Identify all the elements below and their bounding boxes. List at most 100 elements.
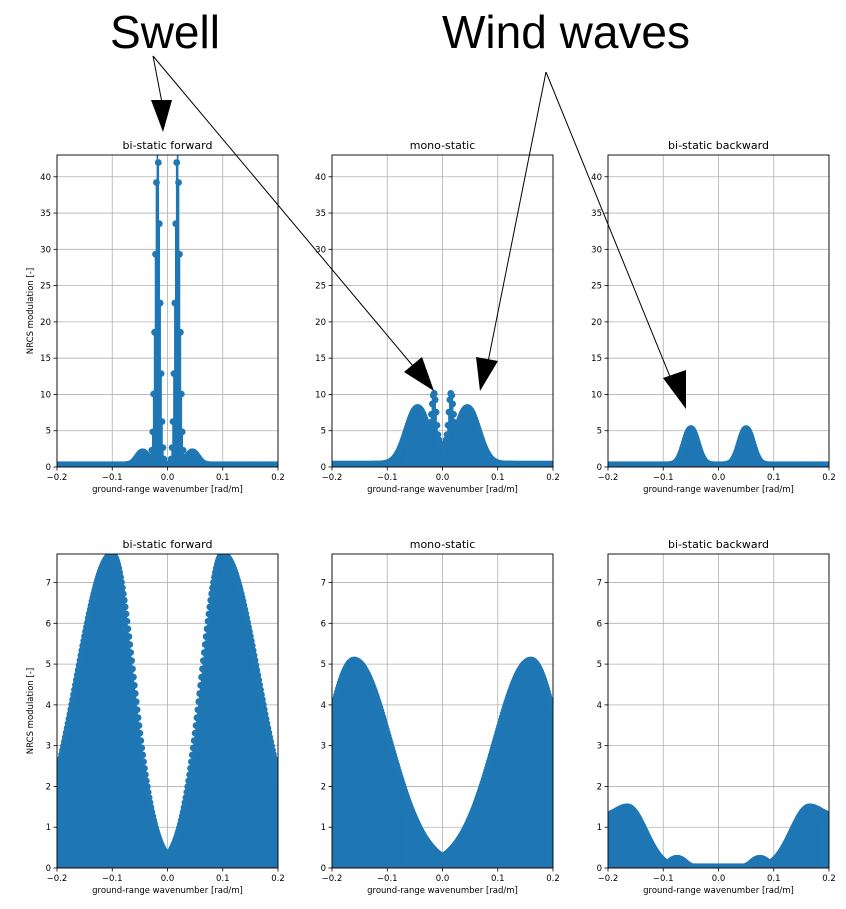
stem-marker xyxy=(167,455,175,463)
stem-marker xyxy=(118,578,125,586)
x-tick-label: 0.2 xyxy=(271,874,285,884)
stem-marker xyxy=(176,328,184,336)
stem-marker xyxy=(825,811,829,819)
stem-marker xyxy=(450,410,457,418)
stem-marker xyxy=(187,764,194,772)
stem-marker xyxy=(189,744,197,752)
stem-marker xyxy=(549,709,553,717)
stem-marker xyxy=(135,722,143,729)
stem-marker xyxy=(176,250,183,258)
x-tick-label: 0.0 xyxy=(436,473,450,483)
stem-marker xyxy=(149,428,157,436)
y-tick-label: 5 xyxy=(321,660,326,670)
stem-marker xyxy=(449,400,457,408)
y-tick-label: 7 xyxy=(321,579,326,589)
wind-arrow-1 xyxy=(476,71,547,391)
swell-arrow-2 xyxy=(152,55,434,391)
chart-panel-2: −0.2 −0.1 0.0 0.1 0.2 0 5 10 15 20 25 30 35 40 mono-st… xyxy=(315,139,560,495)
chart-title: bi-static backward xyxy=(668,538,769,551)
x-tick-label: 0.2 xyxy=(822,874,836,884)
stem-marker xyxy=(188,758,195,766)
y-axis-label: NRCS modulation [-] xyxy=(26,668,36,754)
stem-marker xyxy=(153,179,160,186)
y-tick-label: 10 xyxy=(591,390,602,400)
stem-marker xyxy=(147,453,155,461)
x-axis-label: ground-range wavenumber [rad/m] xyxy=(367,886,518,896)
stem-marker xyxy=(440,449,447,457)
x-axis-label: ground-range wavenumber [rad/m] xyxy=(643,886,794,896)
stem-marker xyxy=(144,788,152,796)
y-tick-label: 30 xyxy=(315,245,326,255)
stem-marker xyxy=(197,681,205,689)
y-tick-label: 4 xyxy=(597,701,602,711)
stem-marker xyxy=(156,299,164,307)
wind-arrow-2 xyxy=(545,71,686,409)
stem-marker xyxy=(201,641,209,648)
y-tick-label: 15 xyxy=(315,354,326,364)
stem-marker xyxy=(152,250,159,258)
x-tick-label: 0.1 xyxy=(767,874,781,884)
x-tick-label: −0.2 xyxy=(598,473,619,483)
swell-label: Swell xyxy=(110,6,220,58)
stem-marker xyxy=(179,446,187,454)
x-tick-label: −0.2 xyxy=(47,874,68,884)
stem-marker xyxy=(202,633,210,640)
grid xyxy=(56,155,279,468)
y-tick-label: 5 xyxy=(597,427,602,437)
x-tick-label: 0.0 xyxy=(161,473,175,483)
y-tick-label: 20 xyxy=(40,318,51,328)
y-tick-label: 6 xyxy=(597,619,602,629)
stem-marker xyxy=(188,751,196,759)
chart-panel-5: −0.2 −0.1 0.0 0.1 0.2 0 1 2 3 4 5 6 7 mono-static grou… xyxy=(321,538,560,896)
panels: −0.2 −0.1 0.0 0.1 0.20510152025303540bi-stat… xyxy=(26,139,836,896)
y-tick-label: 35 xyxy=(315,209,326,219)
stem-marker xyxy=(207,596,215,604)
stem-marker xyxy=(172,220,180,228)
y-tick-label: 0 xyxy=(597,864,602,874)
y-tick-label: 2 xyxy=(597,782,602,792)
stem-marker xyxy=(181,799,189,807)
stem-marker xyxy=(131,690,139,697)
stem-marker xyxy=(130,681,138,689)
stem-marker xyxy=(196,690,204,697)
wind-waves-label: Wind waves xyxy=(442,6,690,58)
stem-marker xyxy=(169,418,177,425)
chart-title: mono-static xyxy=(410,538,476,551)
stem-marker xyxy=(173,159,181,166)
x-tick-label: 0.0 xyxy=(161,874,175,884)
stem-marker xyxy=(125,633,133,640)
y-tick-label: 15 xyxy=(40,354,51,364)
stem-marker xyxy=(121,603,129,611)
y-tick-label: 10 xyxy=(315,390,326,400)
y-tick-label: 4 xyxy=(321,701,326,711)
x-tick-label: −0.2 xyxy=(47,473,68,483)
y-tick-label: 0 xyxy=(597,463,602,473)
x-tick-label: 0.2 xyxy=(546,473,560,483)
chart-panel-1: −0.2 −0.1 0.0 0.1 0.2 0 5 10 15 20 25 30 35 40 bi-stat… xyxy=(26,139,285,495)
stem-marker xyxy=(178,428,186,436)
stem-marker xyxy=(274,770,278,778)
stem-marker xyxy=(549,460,553,467)
stem-marker xyxy=(129,665,136,673)
chart-title: mono-static xyxy=(410,139,476,152)
x-axis-label: ground-range wavenumber [rad/m] xyxy=(367,485,518,495)
x-axis-label: ground-range wavenumber [rad/m] xyxy=(92,886,243,896)
stem-marker xyxy=(186,771,194,779)
stem-marker xyxy=(141,764,148,772)
y-tick-label: 3 xyxy=(597,742,602,752)
stem-marker xyxy=(117,573,124,581)
stem-marker xyxy=(130,673,137,681)
y-tick-label: 10 xyxy=(40,390,51,400)
x-tick-label: 0.0 xyxy=(712,473,726,483)
x-tick-label: 0.2 xyxy=(271,473,285,483)
stem-marker xyxy=(206,603,214,611)
stem-marker xyxy=(433,421,441,429)
stem-marker xyxy=(134,714,142,722)
stem-marker xyxy=(443,431,451,439)
stem-marker xyxy=(139,751,147,759)
y-tick-label: 5 xyxy=(597,660,602,670)
stem-marker xyxy=(210,578,217,586)
y-tick-label: 25 xyxy=(40,282,51,292)
y-tick-label: 3 xyxy=(321,742,326,752)
y-tick-label: 40 xyxy=(315,173,326,183)
